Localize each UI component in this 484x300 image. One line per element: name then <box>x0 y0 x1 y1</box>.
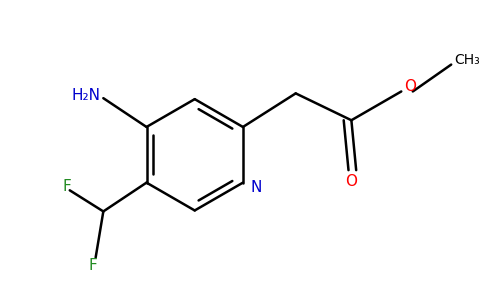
Text: N: N <box>251 180 262 195</box>
Text: H₂N: H₂N <box>72 88 101 103</box>
Text: CH₃: CH₃ <box>454 53 480 67</box>
Text: F: F <box>89 258 97 273</box>
Text: O: O <box>404 79 416 94</box>
Text: O: O <box>346 174 357 189</box>
Text: F: F <box>62 179 71 194</box>
